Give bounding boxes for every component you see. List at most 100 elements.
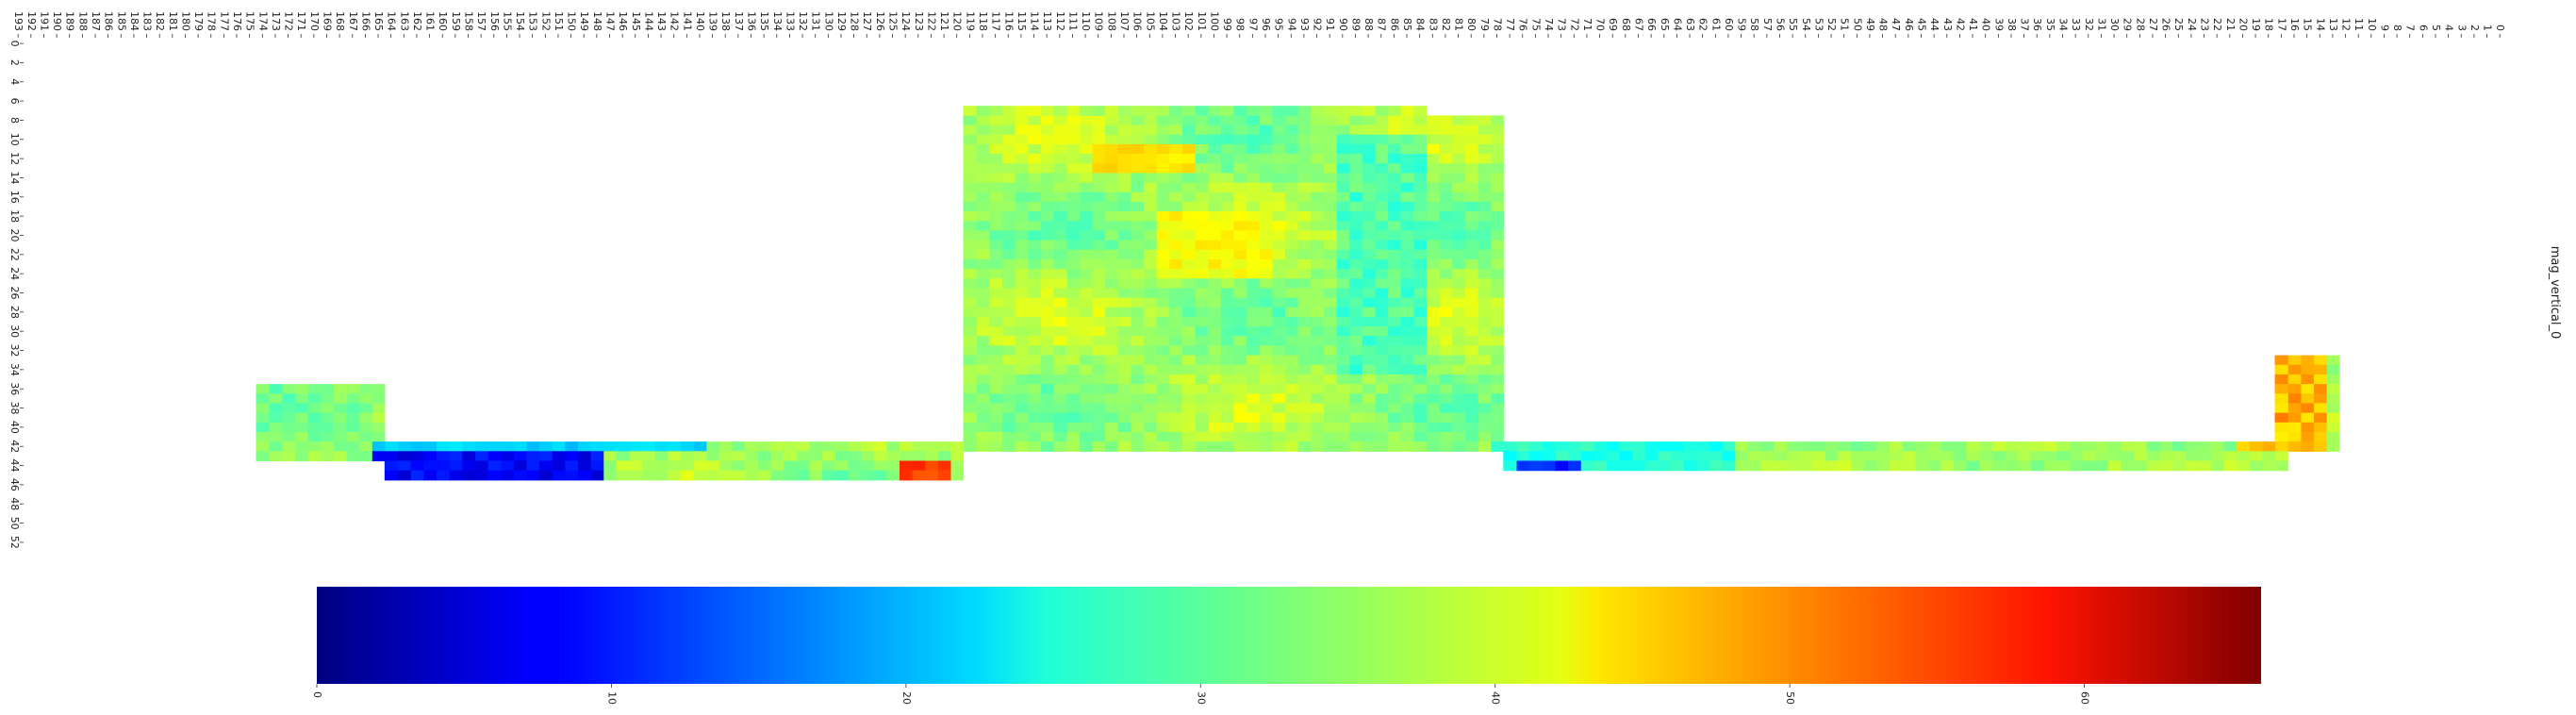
heatmap-cell [2185,460,2199,472]
heatmap-cell [1156,230,1170,241]
heatmap-cell [1220,191,1234,203]
heatmap-cell [2081,441,2096,452]
heatmap-cell [1297,201,1312,212]
x-tick-label: 170 [308,11,321,31]
heatmap-cell [1490,374,1504,385]
y-tick-label: 14 [8,171,21,184]
heatmap-cell [1079,412,1093,424]
heatmap-cell [1052,154,1067,164]
heatmap-cell [1104,316,1118,327]
heatmap-cell [1168,345,1182,357]
heatmap-cell [307,451,322,462]
heatmap-cell [1451,211,1465,222]
heatmap-cell [1232,249,1247,260]
heatmap-cell [1015,403,1029,414]
heatmap-cell [525,470,540,481]
heatmap-cell [1207,431,1221,442]
heatmap-cell [1065,240,1080,251]
heatmap-cell [1528,451,1543,462]
heatmap-cell [1966,441,1980,452]
heatmap-cell [1464,163,1478,174]
heatmap-cell [1310,364,1324,375]
heatmap-cell [2210,441,2224,452]
heatmap-cell [1091,403,1106,414]
x-tick-label: 138 [719,11,732,31]
heatmap-cell [1348,345,1362,357]
heatmap-cell [1246,221,1260,231]
heatmap-cell [1232,384,1247,394]
heatmap-cell [1478,258,1492,270]
heatmap-cell [963,191,977,203]
heatmap-cell [1207,163,1221,174]
heatmap-cell [732,441,746,452]
heatmap-cell [1387,249,1401,260]
heatmap-cell [577,470,591,481]
heatmap-cell [1515,451,1530,462]
heatmap-cell [1644,451,1659,462]
heatmap-cell [1323,297,1337,308]
heatmap-cell [1310,191,1324,203]
heatmap-cell [1156,154,1170,164]
heatmap-cell [1015,240,1029,251]
heatmap-cell [1079,326,1093,337]
heatmap-cell [2313,364,2327,375]
heatmap-cell [1284,221,1298,231]
heatmap-cell [1015,134,1029,145]
heatmap-cell [988,211,1003,222]
heatmap-cell [1323,269,1337,279]
heatmap-cell [1181,269,1196,279]
heatmap-cell [1284,316,1298,327]
heatmap-cell [1336,154,1350,164]
heatmap-cell [1130,307,1145,318]
heatmap-cell [1798,451,1813,462]
heatmap-cell [1786,460,1800,472]
heatmap-cell [1426,278,1440,290]
heatmap-cell [1117,106,1131,116]
x-tick-label: 169 [321,11,333,31]
heatmap-cell [1001,269,1016,279]
x-tick-label: 25 [2172,18,2185,31]
heatmap-cell [525,451,540,462]
y-tick-label: 34 [8,363,21,376]
heatmap-cell [949,451,965,462]
heatmap-cell [1374,240,1389,251]
heatmap-cell [1040,441,1054,452]
heatmap-cell [1271,154,1286,164]
heatmap-cell [1362,316,1376,327]
heatmap-cell [1259,403,1273,414]
heatmap-cell [1220,154,1234,164]
heatmap-cell [963,240,977,251]
heatmap-cell [384,451,399,462]
x-tick-label: 57 [1761,18,1774,31]
heatmap-cell [1478,422,1492,433]
heatmap-cell [1310,336,1324,347]
heatmap-cell [474,460,488,472]
heatmap-cell [1310,134,1324,145]
heatmap-cell [988,191,1003,203]
heatmap-cell [2249,460,2263,472]
heatmap-cell [1426,355,1440,366]
heatmap-cell [1168,182,1182,193]
heatmap-cell [1439,441,1453,452]
heatmap-cell [1709,441,1723,452]
heatmap-cell [1194,221,1209,231]
heatmap-cell [2185,441,2199,452]
heatmap-cell [1387,221,1401,231]
x-tick-label: 173 [270,11,282,31]
heatmap-cell [988,316,1003,327]
heatmap-cell [1362,173,1376,184]
heatmap-cell [1220,288,1234,299]
heatmap-cell [1130,211,1145,222]
heatmap-cell [1348,240,1362,251]
heatmap-cell [1478,297,1492,308]
heatmap-cell [1232,125,1247,136]
heatmap-cell [1220,143,1234,155]
heatmap-cell [2146,451,2160,462]
x-tick-label: 126 [874,11,886,31]
heatmap-cell [1015,412,1029,424]
heatmap-cell [1091,163,1106,174]
heatmap-cell [667,460,682,472]
colorbar-tick-label: 10 [605,691,618,705]
heatmap-cell [1619,441,1633,452]
x-axis-ticks: 0123456789101112131415161718192021222324… [12,11,2506,38]
